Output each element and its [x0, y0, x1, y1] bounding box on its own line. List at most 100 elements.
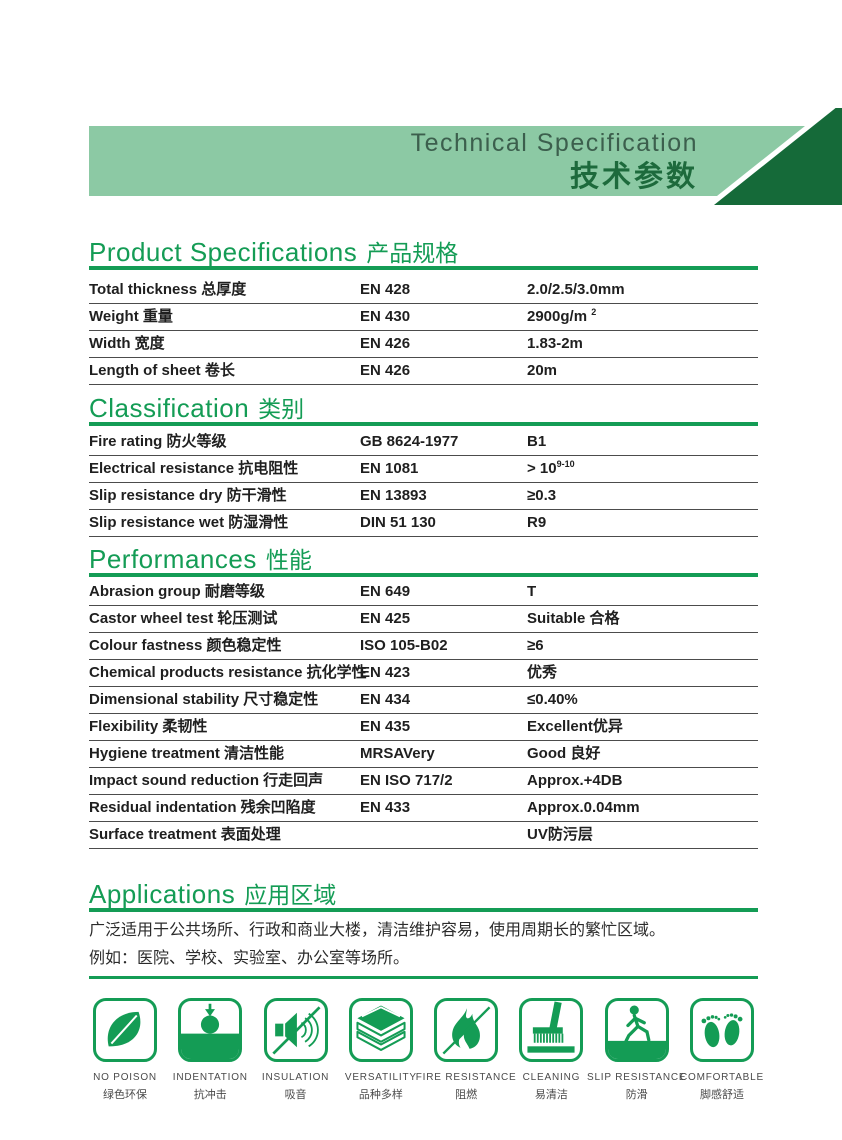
table-row: Fire rating 防火等级 GB 8624-1977 B1	[89, 429, 758, 456]
row-standard: EN 433	[360, 799, 411, 816]
feature-label-en: INSULATION	[261, 1072, 330, 1083]
table-row: Dimensional stability 尺寸稳定性 EN 434 ≤0.40%	[89, 687, 758, 714]
row-label: Slip resistance wet 防湿滑性	[89, 514, 289, 531]
table-row: Width 宽度 EN 426 1.83-2m	[89, 331, 758, 358]
row-standard: EN ISO 717/2	[360, 772, 453, 789]
row-value: UV防污层	[527, 826, 593, 843]
no-fire-icon	[434, 998, 499, 1062]
row-label: Fire rating 防火等级	[89, 433, 227, 450]
sound-insulation-icon	[263, 998, 328, 1062]
row-standard: DIN 51 130	[360, 514, 436, 531]
table-row: Total thickness 总厚度 EN 428 2.0/2.5/3.0mm	[89, 277, 758, 304]
table-row: Slip resistance dry 防干滑性 EN 13893 ≥0.3	[89, 483, 758, 510]
feature-label-zh: 品种多样	[358, 1089, 403, 1101]
applications-bottom-rule	[89, 976, 758, 979]
table-row: Impact sound reduction 行走回声 EN ISO 717/2 A…	[89, 768, 758, 795]
section-title-en: Performances	[89, 544, 257, 574]
section-header-performances: Performances 性能	[89, 544, 758, 579]
row-label: Chemical products resistance 抗化学性	[89, 664, 367, 681]
row-label: Width 宽度	[89, 335, 165, 352]
performances-table: Abrasion group 耐磨等级 EN 649 T Castor wheel t…	[89, 579, 758, 849]
row-value: Approx.0.04mm	[527, 799, 640, 816]
row-value: 1.83-2m	[527, 335, 583, 352]
feature-label-en: COMFORTABLE	[679, 1072, 764, 1083]
feature-item: FIRE RESISTANCE 阻燃	[416, 998, 516, 1102]
row-value: ≥0.3	[527, 487, 557, 504]
row-value: Excellent优异	[527, 718, 623, 735]
table-row: Flexibility 柔韧性 EN 435 Excellent优异	[89, 714, 758, 741]
row-standard: EN 423	[360, 664, 411, 681]
row-standard: EN 435	[360, 718, 411, 735]
feature-label-zh: 易清洁	[534, 1089, 568, 1101]
section-header-applications: Applications 应用区域	[89, 879, 758, 914]
row-value: T	[527, 583, 537, 600]
feature-label-en: INDENTATION	[172, 1072, 248, 1083]
row-standard: EN 430	[360, 308, 411, 325]
table-row: Chemical products resistance 抗化学性 EN 423 优…	[89, 660, 758, 687]
broom-icon	[519, 998, 584, 1062]
table-row: Hygiene treatment 清洁性能 MRSAVery Good 良好	[89, 741, 758, 768]
feature-label-zh: 吸音	[284, 1089, 307, 1101]
product-specs-table: Total thickness 总厚度 EN 428 2.0/2.5/3.0mm We…	[89, 277, 758, 385]
row-value: > 109-10	[527, 459, 575, 478]
banner-title-en: Technical Specification	[410, 129, 698, 157]
section-header-product-specs: Product Specifications 产品规格	[89, 237, 758, 272]
feature-label-en: VERSATILITY	[344, 1072, 417, 1083]
section-header-classification: Classification 类别	[89, 393, 758, 428]
row-standard	[360, 822, 527, 848]
section-rule	[89, 422, 758, 426]
applications-line-2: 例如：医院、学校、实验室、办公室等场所。	[89, 950, 410, 967]
feature-item: INDENTATION 抗冲击	[172, 998, 248, 1102]
slip-person-icon	[604, 998, 669, 1062]
feature-label-en: SLIP RESISTANCE	[586, 1072, 687, 1083]
row-value: Suitable 合格	[527, 610, 620, 627]
table-row: Castor wheel test 轮压测试 EN 425 Suitable 合格	[89, 606, 758, 633]
row-value: 2900g/m 2	[527, 307, 597, 326]
row-standard: MRSAVery	[360, 745, 435, 762]
row-label: Residual indentation 残余凹陷度	[89, 799, 316, 816]
row-standard: GB 8624-1977	[360, 433, 459, 450]
row-value-superscript: 9-10	[556, 459, 575, 469]
table-row: Slip resistance wet 防湿滑性 DIN 51 130 R9	[89, 510, 758, 537]
feature-item: SLIP RESISTANCE 防滑	[587, 998, 686, 1102]
row-value: 2.0/2.5/3.0mm	[527, 281, 625, 298]
row-label: Length of sheet 卷长	[89, 362, 235, 379]
feature-label-zh: 抗冲击	[193, 1089, 227, 1101]
row-label: Dimensional stability 尺寸稳定性	[89, 691, 319, 708]
section-rule	[89, 266, 758, 270]
row-value: 优秀	[527, 664, 558, 681]
feature-icons-row: NO POISON 绿色环保 INDENTATION 抗冲击 INSULATION 吸音 V…	[89, 998, 763, 1102]
row-standard: EN 426	[360, 335, 411, 352]
row-label: Colour fastness 颜色稳定性	[89, 637, 282, 654]
section-title-en: Classification	[89, 393, 250, 423]
feature-item: INSULATION 吸音	[260, 998, 332, 1102]
feature-label-en: FIRE RESISTANCE	[415, 1072, 517, 1083]
layers-icon	[348, 998, 413, 1062]
row-value: B1	[527, 433, 547, 450]
row-label: Abrasion group 耐磨等级	[89, 583, 265, 600]
row-value: Approx.+4DB	[527, 772, 623, 789]
feature-item: CLEANING 易清洁	[515, 998, 587, 1102]
table-row: Abrasion group 耐磨等级 EN 649 T	[89, 579, 758, 606]
row-standard: EN 434	[360, 691, 411, 708]
section-title-zh: 产品规格	[366, 240, 459, 266]
row-value: R9	[527, 514, 547, 531]
table-row: Weight 重量 EN 430 2900g/m 2	[89, 304, 758, 331]
feature-item: NO POISON 绿色环保	[89, 998, 161, 1102]
row-standard: EN 426	[360, 362, 411, 379]
feature-label-zh: 防滑	[625, 1089, 648, 1101]
section-title-en: Product Specifications	[89, 237, 358, 267]
row-label: Flexibility 柔韧性	[89, 718, 208, 735]
feature-label-zh: 绿色环保	[103, 1089, 147, 1101]
section-rule	[89, 908, 758, 912]
section-rule	[89, 573, 758, 577]
row-label: Weight 重量	[89, 308, 173, 325]
section-title-en: Applications	[89, 879, 236, 909]
row-value: Good 良好	[527, 745, 601, 762]
row-value: ≥6	[527, 637, 544, 654]
section-title-zh: 类别	[258, 396, 305, 422]
section-title-zh: 性能	[265, 547, 312, 573]
row-standard: ISO 105-B02	[360, 637, 448, 654]
applications-line-1: 广泛适用于公共场所、行政和商业大楼，清洁维护容易，使用周期长的繁忙区域。	[89, 922, 666, 939]
